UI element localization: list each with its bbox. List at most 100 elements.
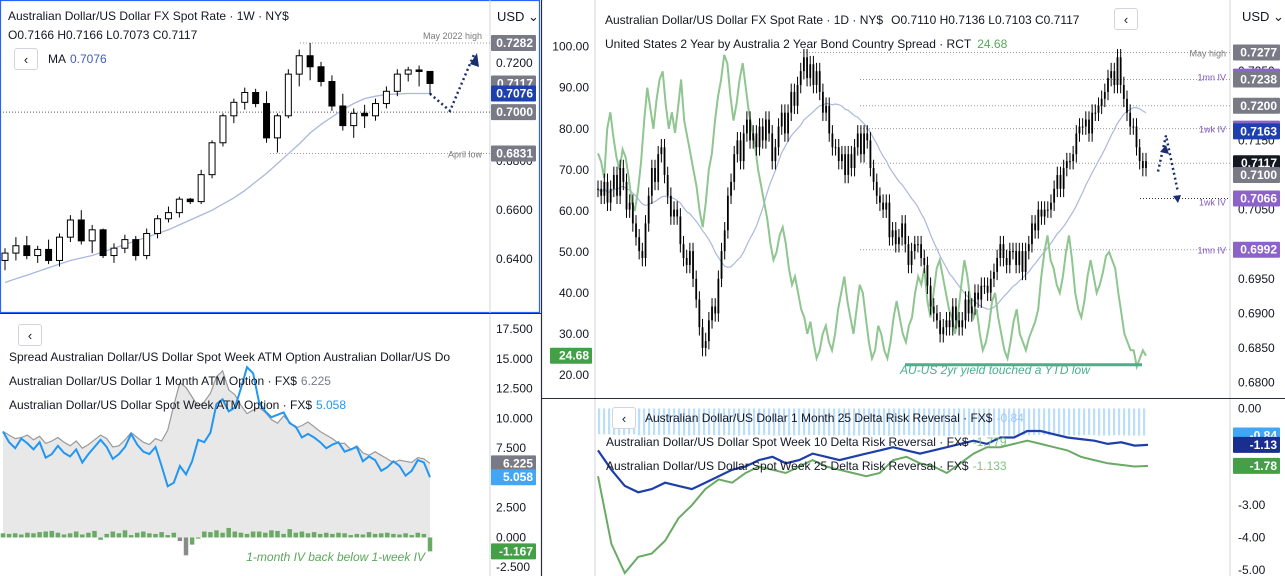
tr-candle-body-73 [828, 105, 831, 134]
tr-candle-body-96 [901, 223, 903, 238]
tl-projection-arrow [429, 54, 476, 113]
br-collapse-button[interactable]: ‹ [612, 407, 636, 429]
bl-spread-bar-39 [238, 532, 244, 538]
tr-y-left-tick-7: 30.00 [559, 327, 589, 341]
tr-spread-legend: United States 2 Year by Australia 2 Year… [605, 37, 1007, 51]
tr-y-left-tick-5: 50.00 [559, 245, 589, 259]
tr-candle-body-45 [739, 140, 742, 162]
br-1m25d-bar-85 [1023, 408, 1026, 436]
tr-candle-body-121 [980, 285, 983, 300]
br-1m25d-bar-9 [643, 408, 646, 436]
tl-candle-body-9 [99, 229, 107, 257]
tl-projection-arrowhead [470, 53, 479, 67]
tr-y-right-tick-6: 0.6800 [1238, 376, 1275, 390]
bl-spread-bar-50 [305, 533, 311, 538]
bl-spread-bar-44 [269, 530, 274, 538]
tr-price-tag-6: 0.7117 [1241, 156, 1277, 170]
br-1m25d-bar-48 [838, 408, 841, 436]
tr-candle-body-20 [660, 147, 663, 155]
tr-candle-body-49 [752, 133, 755, 141]
br-value-tag-1-bg [1233, 436, 1280, 453]
br-1m25d-bar-99 [1093, 408, 1096, 435]
tr-candle-body-166 [1122, 84, 1125, 99]
br-1m25d-bar-109 [1143, 408, 1146, 436]
tr-collapse-button[interactable]: ‹ [1114, 8, 1138, 30]
tl-candle-body-5 [55, 236, 63, 261]
tl-candle-body-13 [143, 232, 151, 257]
tr-candle-body-78 [844, 154, 846, 175]
tr-candle-body-86 [869, 140, 872, 169]
tr-title: Australian Dollar/US Dollar FX Spot Rate… [605, 13, 1079, 27]
tl-currency-select[interactable]: USD ⌄ [497, 9, 539, 24]
tl-candle-body-26 [284, 73, 292, 117]
bl-spread-bar-5 [31, 533, 36, 538]
tl-collapse-button[interactable]: ‹ [14, 48, 38, 70]
br-1m25d-bar-50 [848, 408, 851, 436]
bl-spread-bar-27 [165, 535, 170, 538]
tl-candle-body-2 [23, 245, 31, 257]
tr-candle-body-99 [910, 251, 913, 265]
tr-y-left-tick-3: 70.00 [559, 163, 589, 177]
tr-candle-body-119 [974, 292, 976, 307]
br-1m25d-bar-12 [658, 408, 661, 435]
tr-candle-body-18 [654, 168, 656, 182]
bl-spread-bar-52 [317, 533, 323, 538]
tr-candle-body-113 [955, 306, 957, 321]
bl-value-tag-0-bg [491, 455, 536, 472]
bl-spread-bar-37 [226, 527, 231, 538]
br-1m25d-bar-31 [753, 408, 756, 436]
br-1m25d-bar-57 [883, 408, 886, 436]
tr-candle-body-38 [717, 278, 720, 314]
tr-y-left-tick-1: 90.00 [559, 81, 589, 95]
br-1m25d-bar-65 [923, 408, 926, 436]
tl-candle-body-33 [361, 112, 369, 117]
tr-price-tag-7: 0.7100 [1240, 168, 1277, 182]
tl-candle-body-16 [175, 198, 183, 214]
tr-projection-arrowhead-top [1160, 145, 1169, 154]
tr-candle-body-17 [650, 168, 653, 196]
tr-candle-body-129 [1005, 258, 1008, 265]
tr-candle-body-172 [1141, 161, 1144, 169]
bl-value-tag-2: -1.167 [499, 544, 533, 558]
tl-y-tick-3: 0.6400 [496, 252, 533, 266]
tr-annot-ytd-low: AU-US 2yr yield touched a YTD low [899, 363, 1091, 377]
tr-candle-body-16 [647, 195, 650, 224]
bl-spread-bar-26 [159, 532, 164, 538]
tl-candle-body-23 [252, 92, 260, 105]
tr-annot-1mn-iv-bottom: 1mn IV [1197, 246, 1226, 256]
br-1w25d-line [597, 439, 1149, 575]
tr-candle-body-165 [1119, 57, 1122, 85]
tl-price-tag-4-bg [491, 145, 536, 162]
br-1m25d-bar-74 [968, 408, 971, 435]
tr-candle-body-48 [749, 119, 751, 141]
tr-ma-line [597, 102, 1147, 310]
tl-candle-body-37 [404, 69, 412, 75]
tr-candle-body-143 [1050, 202, 1052, 210]
br-1m25d-bar-30 [748, 408, 751, 436]
br-1m25d-bar-59 [893, 408, 896, 436]
tr-candle-body-125 [993, 271, 995, 279]
tl-candle-body-18 [197, 174, 205, 203]
tr-price-tag-5-bg [1233, 123, 1280, 140]
bl-spread-bar-7 [43, 531, 48, 538]
tr-candle-body-158 [1097, 105, 1100, 113]
bl-spread-bar-12 [73, 531, 79, 538]
tr-currency-select[interactable]: USD ⌄ [1242, 9, 1284, 24]
br-1m25d-bar-27 [733, 408, 736, 436]
tl-price-tag-3-bg [491, 104, 536, 121]
br-1m25d-bar-23 [713, 408, 716, 435]
bl-spread-bar-46 [281, 533, 286, 538]
br-1m25d-bar-56 [878, 408, 881, 436]
tl-frame [0, 0, 541, 314]
bl-spread-bar-48 [293, 532, 299, 538]
br-1m25d-bar-51 [853, 408, 856, 436]
tr-candle-body-56 [774, 147, 777, 162]
bl-collapse-button[interactable]: ‹ [18, 324, 42, 346]
br-1m25d-bar-94 [1068, 408, 1071, 436]
tl-candle-body-19 [208, 142, 216, 176]
tl-y-tick-0: 0.7200 [496, 56, 533, 70]
bl-spread-bar-65 [397, 534, 402, 538]
br-1m25d-bar-1 [603, 408, 606, 435]
tr-candle-body-112 [951, 306, 954, 328]
tl-ma-label: MA [48, 52, 66, 66]
